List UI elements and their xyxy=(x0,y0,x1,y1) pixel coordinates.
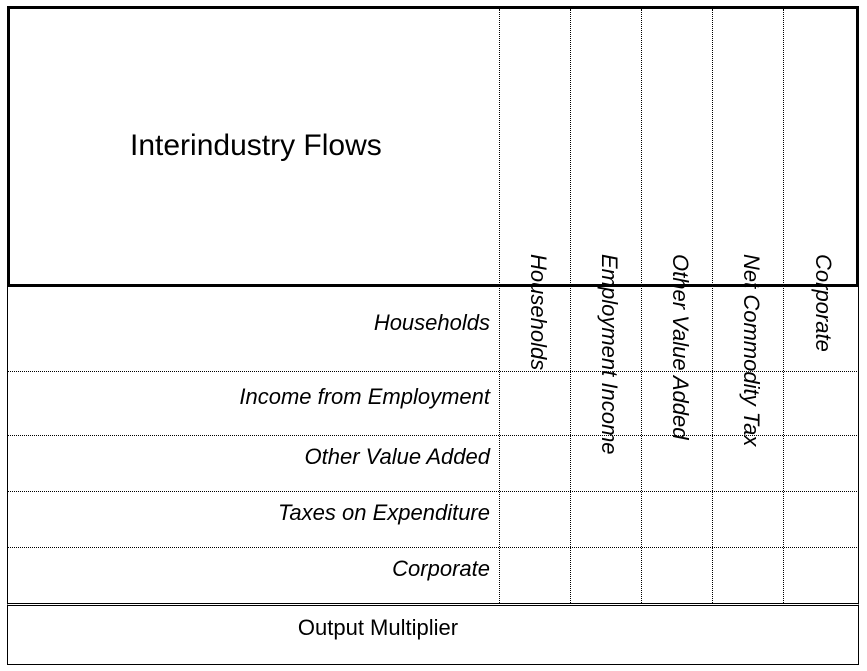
column-header-other-value-added: Other Value Added xyxy=(644,9,715,440)
table-footer: Output Multiplier xyxy=(7,603,859,665)
column-divider xyxy=(712,9,713,603)
table-header: Interindustry Flows Households Employmen… xyxy=(7,6,859,455)
table-body xyxy=(7,287,859,604)
row-divider xyxy=(7,435,859,436)
row-divider xyxy=(7,371,859,372)
row-label-income-from-employment: Income from Employment xyxy=(239,384,490,409)
row-divider xyxy=(7,547,859,548)
row-label-corporate: Corporate xyxy=(392,556,490,581)
table-title: Interindustry Flows xyxy=(130,129,382,162)
column-header-employment-income: Employment Income xyxy=(573,9,644,455)
column-divider xyxy=(783,9,784,603)
column-header-corporate: Corporate xyxy=(786,9,859,352)
row-label-other-value-added: Other Value Added xyxy=(304,444,491,469)
column-divider xyxy=(641,9,642,603)
column-header-net-commodity-tax: Net Commodity Tax xyxy=(715,9,786,446)
column-header-households: Households xyxy=(502,9,573,370)
row-label-households: Households xyxy=(373,310,490,335)
column-divider xyxy=(570,9,571,603)
footer-label: Output Multiplier xyxy=(297,615,459,640)
row-label-taxes-on-expenditure: Taxes on Expenditure xyxy=(278,500,490,525)
column-divider xyxy=(499,9,500,603)
row-divider xyxy=(7,491,859,492)
